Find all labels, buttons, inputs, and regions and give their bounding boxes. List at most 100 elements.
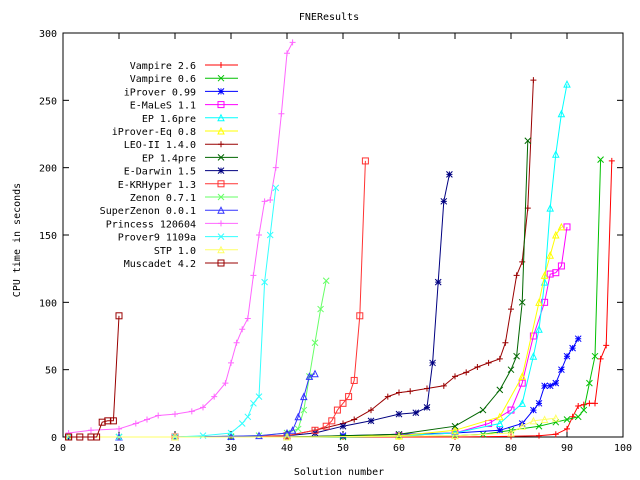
data-point xyxy=(109,417,117,425)
data-point xyxy=(395,410,403,418)
data-point xyxy=(580,401,587,408)
x-tick-label: 0 xyxy=(60,443,66,454)
data-point xyxy=(311,339,319,347)
data-point xyxy=(440,197,448,205)
legend-label: Vampire 2.6 xyxy=(130,61,196,72)
data-point xyxy=(65,433,73,441)
data-point xyxy=(217,206,225,214)
data-point xyxy=(294,412,303,421)
data-point xyxy=(495,412,504,421)
data-point xyxy=(603,342,610,349)
data-point xyxy=(564,425,570,432)
x-tick-label: 90 xyxy=(561,443,573,454)
y-tick-label: 150 xyxy=(39,231,57,242)
data-point xyxy=(496,386,504,394)
data-point xyxy=(289,39,296,46)
data-point xyxy=(328,417,336,425)
data-point xyxy=(513,272,520,279)
legend-item: STP 1.0 xyxy=(154,245,238,257)
data-point xyxy=(551,150,560,158)
data-point xyxy=(446,171,453,178)
data-point xyxy=(217,113,225,122)
data-point xyxy=(440,382,447,389)
series-16 xyxy=(65,312,123,441)
data-point xyxy=(261,278,268,286)
legend-item: iProver-Eq 0.8 xyxy=(112,126,238,138)
data-point xyxy=(188,408,195,415)
data-point xyxy=(552,431,559,438)
data-point xyxy=(495,419,504,428)
x-tick-label: 40 xyxy=(281,443,293,454)
data-point xyxy=(367,417,375,425)
series-group xyxy=(64,39,615,441)
data-point xyxy=(116,425,122,432)
data-point xyxy=(238,420,246,427)
data-point xyxy=(552,379,560,387)
data-point xyxy=(575,403,582,410)
legend: Vampire 2.6 Vampire 0.6 iProver 0.99 E-MaLe… xyxy=(100,61,238,270)
x-tick-label: 100 xyxy=(614,443,632,454)
data-point xyxy=(311,369,319,378)
data-point xyxy=(217,126,225,135)
data-point xyxy=(519,258,526,265)
y-tick-label: 250 xyxy=(39,96,57,107)
legend-item: Zenon 0.7.1 xyxy=(130,193,238,204)
data-point xyxy=(239,326,246,333)
legend-item: E-KRHyper 1.3 xyxy=(118,180,238,191)
data-point xyxy=(518,372,527,380)
data-point xyxy=(283,428,291,437)
series-line xyxy=(68,160,366,438)
data-point xyxy=(368,407,374,414)
data-point xyxy=(485,359,492,366)
data-point xyxy=(569,413,576,420)
x-axis-title: Solution number xyxy=(294,467,384,478)
data-point xyxy=(200,404,206,411)
data-point xyxy=(518,379,526,387)
data-point xyxy=(535,298,543,306)
data-point xyxy=(211,393,218,400)
data-point xyxy=(586,379,593,387)
data-point xyxy=(540,271,549,279)
data-point xyxy=(530,406,537,414)
data-point xyxy=(541,382,548,390)
data-point xyxy=(356,312,364,320)
data-point xyxy=(546,382,554,390)
data-point xyxy=(283,432,291,441)
data-point xyxy=(255,393,263,400)
data-point xyxy=(423,404,431,411)
data-point xyxy=(395,432,403,440)
data-point xyxy=(518,298,526,306)
data-point xyxy=(479,406,487,414)
series-6 xyxy=(64,222,566,441)
data-point xyxy=(563,352,571,360)
series-line xyxy=(68,280,327,438)
y-tick-labels: 0 50 100 150 200 250 300 xyxy=(39,29,57,444)
data-point xyxy=(233,339,240,346)
series-11 xyxy=(65,277,330,441)
legend-item: Muscadet 4.2 xyxy=(124,259,238,270)
legend-label: LEO-II 1.4.0 xyxy=(124,140,196,151)
legend-label: SuperZenon 0.0.1 xyxy=(100,206,196,217)
data-point xyxy=(284,50,290,57)
legend-label: STP 1.0 xyxy=(154,246,196,257)
data-point xyxy=(513,352,520,360)
x-tick-label: 50 xyxy=(337,443,349,454)
data-point xyxy=(333,406,341,414)
data-point xyxy=(294,425,302,433)
data-point xyxy=(557,222,566,231)
data-point xyxy=(412,409,420,417)
data-point xyxy=(155,412,162,419)
data-point xyxy=(591,352,599,360)
data-point xyxy=(451,431,459,440)
series-line xyxy=(68,373,316,438)
data-point xyxy=(227,429,235,437)
data-point xyxy=(217,180,225,188)
legend-label: E-MaLeS 1.1 xyxy=(130,101,196,112)
data-point xyxy=(536,432,542,439)
data-point xyxy=(546,203,555,212)
legend-item: Prover9 1109a xyxy=(118,233,238,244)
x-tick-label: 10 xyxy=(113,443,125,454)
data-point xyxy=(551,414,560,422)
data-point xyxy=(563,223,571,231)
data-point xyxy=(552,269,560,277)
